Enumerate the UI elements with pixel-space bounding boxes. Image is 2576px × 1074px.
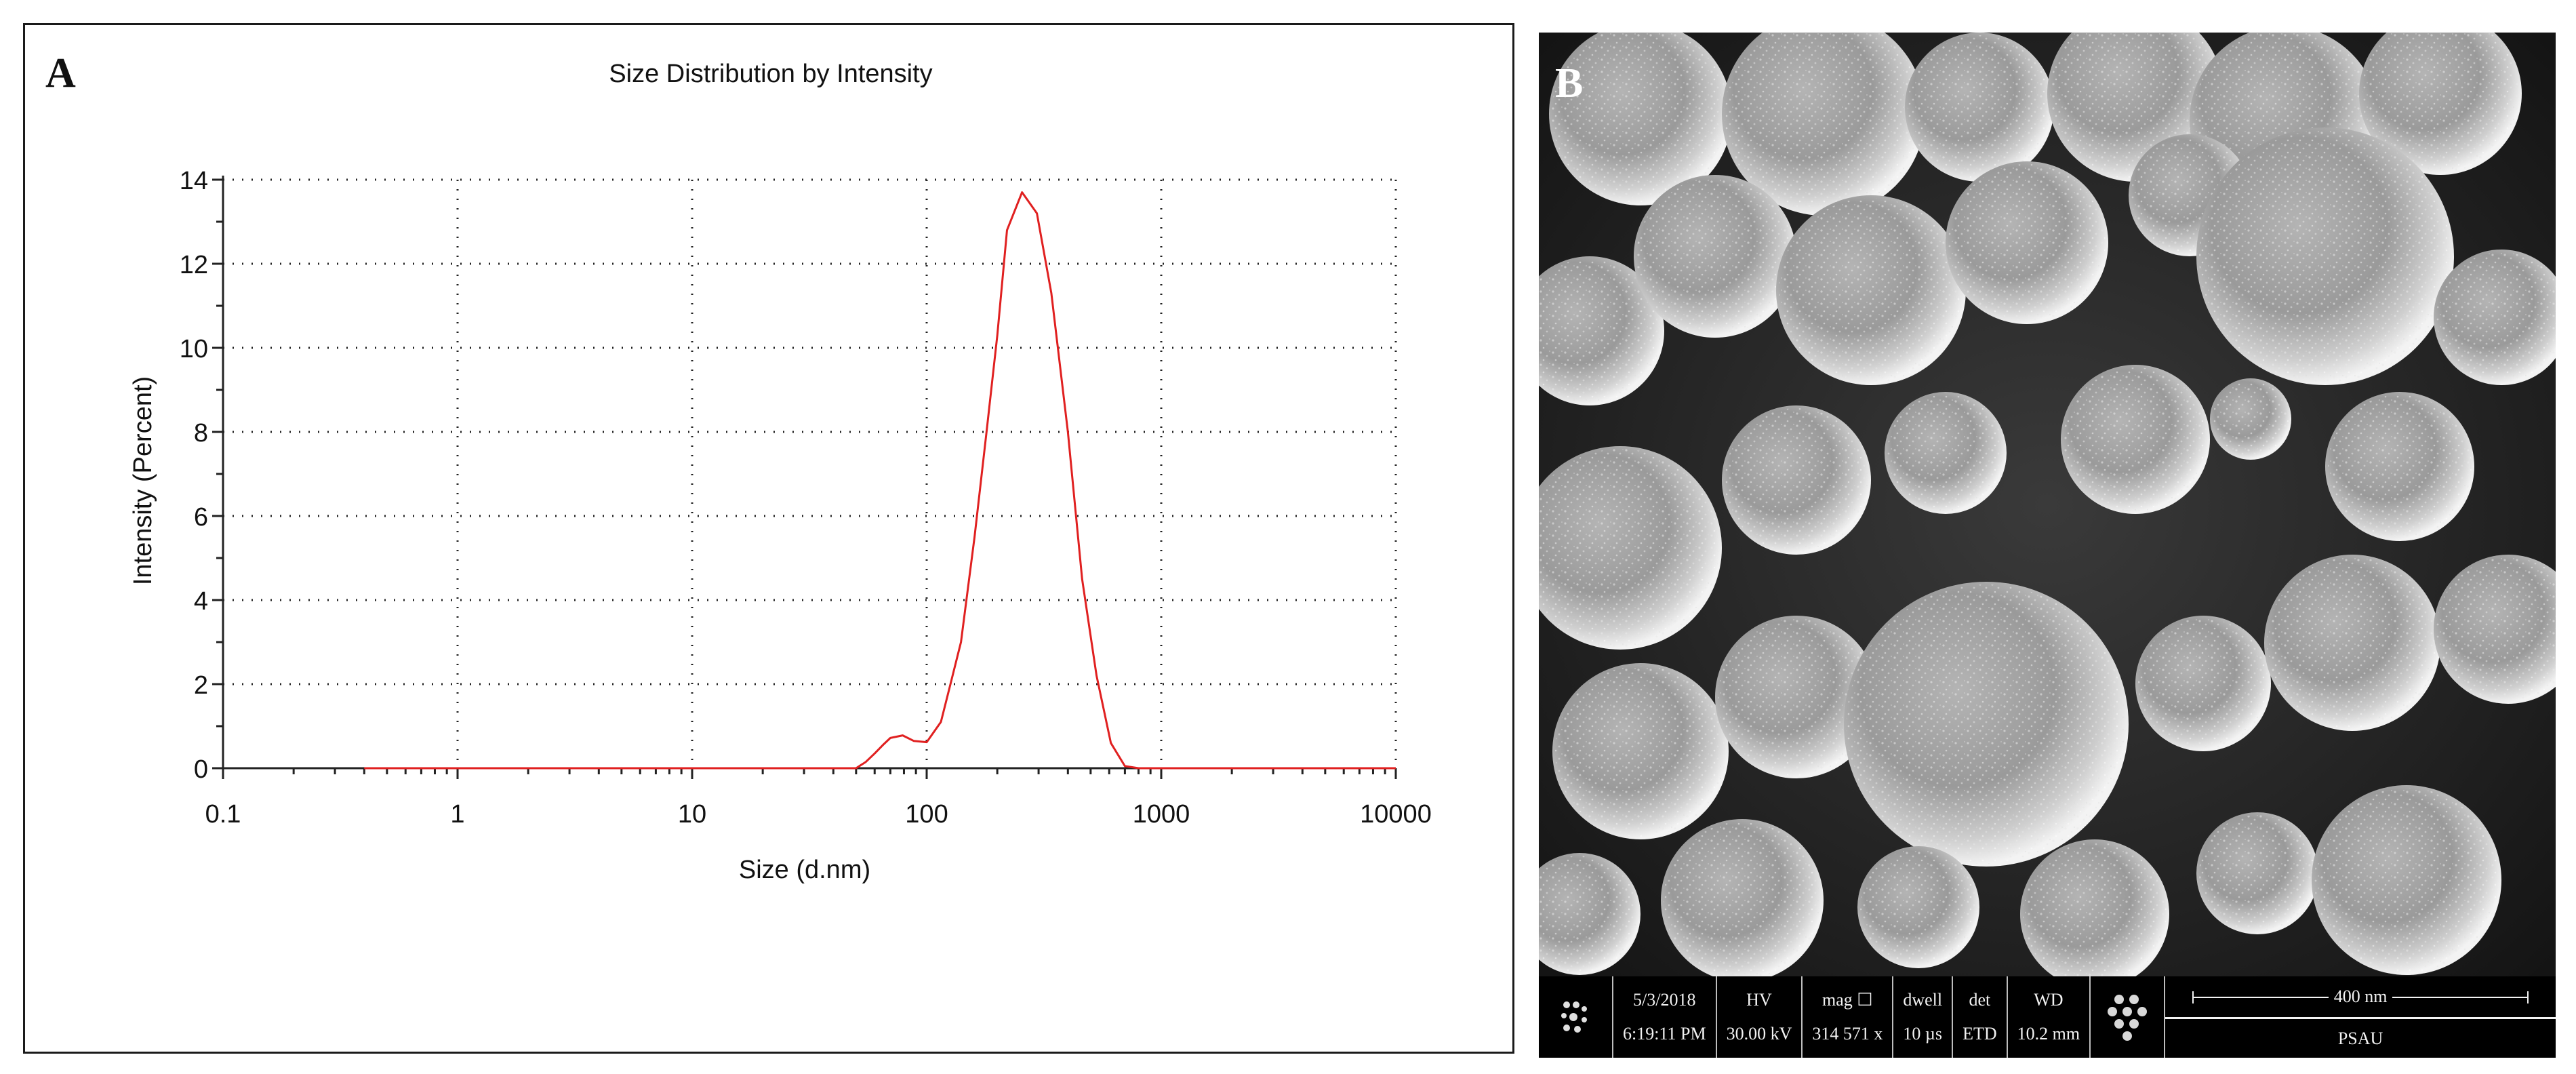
chart-panel-a: A Size Distribution by Intensity Intensi… [23, 23, 1514, 1054]
y-tick-label: 4 [194, 587, 208, 616]
sem-particle [2135, 616, 2271, 751]
chart-title: Size Distribution by Intensity [609, 60, 932, 88]
sem-particle [1539, 446, 1722, 650]
time-value: 6:19:11 PM [1623, 1024, 1706, 1043]
sem-particle [1722, 33, 1925, 216]
x-tick-label: 0.1 [205, 800, 241, 829]
sem-particle [2196, 127, 2454, 385]
hv-cell: HV 30.00 kV [1715, 976, 1802, 1058]
sem-particle [2020, 839, 2169, 976]
panel-letter-b: B [1555, 60, 1584, 106]
sem-particle [1885, 392, 2007, 514]
scale-cell: 400 nm PSAU [2164, 976, 2556, 1058]
det-label: det [1969, 990, 1991, 1010]
x-tick-label: 10000 [1360, 800, 1432, 829]
sem-particle [1539, 853, 1641, 975]
scale-label: 400 nm [2328, 987, 2393, 1007]
sem-image [1539, 33, 2556, 976]
sem-particle [2434, 555, 2556, 704]
sem-particle [1661, 819, 1824, 976]
date-time-cell: 5/3/2018 6:19:11 PM [1612, 976, 1716, 1058]
y-tick-label: 12 [180, 251, 208, 279]
det-value: ETD [1963, 1024, 1997, 1043]
sem-particle [1905, 33, 2054, 182]
y-tick-label: 6 [194, 503, 208, 532]
sem-particle [2061, 365, 2210, 514]
sem-particle [1539, 256, 1664, 405]
det-cell: det ETD [1952, 976, 2007, 1058]
sem-particle [1946, 161, 2108, 324]
size-distribution-chart: Size Distribution by Intensity Intensity… [129, 60, 1432, 884]
wd-label: WD [2034, 990, 2064, 1010]
wd-cell: WD 10.2 mm [2006, 976, 2089, 1058]
y-tick-label: 0 [194, 755, 208, 784]
x-tick-label: 1 [450, 800, 464, 829]
sem-info-bar: 5/3/2018 6:19:11 PM HV 30.00 kV mag ☐ 31… [1539, 976, 2556, 1058]
y-tick-label: 14 [180, 167, 208, 195]
x-tick-label: 100 [905, 800, 948, 829]
hv-value: 30.00 kV [1726, 1024, 1792, 1043]
x-axis-label: Size (d.nm) [739, 856, 870, 884]
mag-value: 314 571 x [1812, 1024, 1883, 1043]
hv-label: HV [1746, 990, 1772, 1010]
sem-particle [1634, 175, 1796, 338]
y-axis-label: Intensity (Percent) [129, 376, 157, 585]
y-tick-label: 10 [180, 335, 208, 363]
hexagon-logo-icon [2089, 976, 2164, 1058]
sem-particle [2325, 392, 2474, 541]
dwell-value: 10 µs [1903, 1024, 1943, 1043]
fei-logo-icon [1539, 976, 1612, 1058]
sem-particle [1549, 33, 1732, 205]
mag-cell: mag ☐ 314 571 x [1801, 976, 1892, 1058]
sem-particle [2434, 250, 2556, 385]
wd-value: 10.2 mm [2017, 1024, 2080, 1043]
scale-bar: 400 nm [2165, 976, 2556, 1019]
sem-micrograph-panel-b: B 5/3/2018 6:19:11 PM HV 30.00 kV mag ☐ … [1539, 33, 2556, 1058]
sem-particle [2210, 378, 2291, 460]
sem-particle [2359, 33, 2522, 175]
sem-particle [1857, 846, 1979, 968]
lab-label: PSAU [2337, 1028, 2383, 1048]
sem-particle [2312, 785, 2501, 975]
sem-particle [1715, 616, 1878, 778]
dwell-label: dwell [1903, 990, 1943, 1010]
y-tick-label: 2 [194, 671, 208, 700]
mag-label: mag ☐ [1822, 990, 1873, 1010]
dwell-cell: dwell 10 µs [1892, 976, 1952, 1058]
sem-particle [1844, 582, 2129, 867]
date-value: 5/3/2018 [1633, 990, 1696, 1010]
x-tick-label: 1000 [1133, 800, 1190, 829]
sem-particle [2264, 555, 2440, 731]
y-tick-label: 8 [194, 419, 208, 447]
sem-particle [1722, 405, 1871, 555]
sem-particle [1552, 663, 1729, 839]
sem-particle [2196, 812, 2318, 934]
x-tick-label: 10 [678, 800, 706, 829]
sem-particle [1776, 195, 1966, 385]
intensity-line [364, 191, 1396, 770]
panel-letter-a: A [45, 50, 76, 96]
